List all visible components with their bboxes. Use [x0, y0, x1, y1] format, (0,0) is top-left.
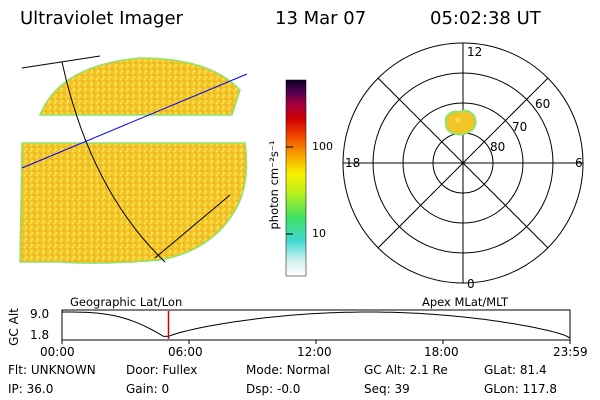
caption-apex: Apex MLat/MLT: [422, 295, 509, 309]
glon-value: 117.8: [522, 382, 557, 396]
color-bar: [285, 79, 307, 277]
lat-label-70: 70: [512, 120, 528, 134]
uvi-image-upper: [38, 57, 241, 116]
timeline-xtick-1200: 12:00: [297, 345, 332, 359]
caption-geographic: Geographic Lat/Lon: [70, 295, 183, 309]
flt-value: UNKNOWN: [30, 363, 96, 377]
flt-label: Flt:: [8, 363, 27, 377]
polar-plot: [342, 42, 584, 284]
seq-value: 39: [394, 382, 410, 396]
timeline-xtick-0600: 06:00: [168, 345, 203, 359]
mode-label: Mode:: [246, 363, 283, 377]
instrument-title: Ultraviolet Imager: [20, 8, 183, 29]
seq-label: Seq:: [364, 382, 391, 396]
altitude-curve: [62, 311, 571, 339]
door-value: Fullex: [162, 363, 198, 377]
gc-alt-value: 2.1 Re: [409, 363, 448, 377]
mlt-label-12: 12: [467, 45, 483, 59]
colorbar-tick-label-100: 100: [312, 140, 333, 153]
timeline-frame: [61, 309, 571, 341]
image-time: 05:02:38 UT: [430, 8, 541, 29]
ip-value: 36.0: [26, 382, 54, 396]
glon-label: GLon:: [484, 382, 519, 396]
glat-value: 81.4: [519, 363, 547, 377]
graticule-meridian: [61, 61, 166, 263]
auroral-emission: [445, 109, 477, 136]
altitude-timeline: [61, 309, 571, 344]
timeline-ylabel: GC Alt: [7, 308, 21, 346]
gain-label: Gain:: [126, 382, 158, 396]
colorbar-unit-label: photon cm⁻²s⁻¹: [267, 140, 281, 230]
mlt-label-18: 18: [345, 156, 361, 170]
gc-alt-label: GC Alt:: [364, 363, 406, 377]
uvi-image-lower: [19, 142, 248, 264]
auroral-emission-core: [455, 117, 461, 123]
timeline-xtick-0000: 00:00: [40, 345, 75, 359]
mlt-label-6: 6: [575, 156, 583, 170]
ip-label: IP:: [8, 382, 23, 396]
timeline-ytick-9: 9.0: [30, 307, 50, 321]
timeline-xtick-2359: 23:59: [553, 345, 588, 359]
graticule-latitude-line: [21, 73, 248, 169]
dsp-label: Dsp:: [246, 382, 274, 396]
colorbar-tick-label-10: 10: [312, 227, 326, 240]
graticule-top-line: [21, 55, 101, 69]
polar-diagonal-2: [377, 77, 549, 249]
image-date: 13 Mar 07: [275, 8, 367, 29]
gain-value: 0: [161, 382, 170, 396]
lat-label-60: 60: [535, 97, 551, 111]
lat-label-80: 80: [490, 140, 506, 154]
door-label: Door:: [126, 363, 159, 377]
mlt-label-0: 0: [467, 277, 475, 291]
timeline-xtick-1800: 18:00: [424, 345, 459, 359]
timeline-ytick-1-8: 1.8: [30, 328, 50, 342]
mode-value: Normal: [286, 363, 330, 377]
glat-label: GLat:: [484, 363, 517, 377]
dsp-value: -0.0: [276, 382, 301, 396]
graticule-meridian-2: [154, 194, 231, 259]
